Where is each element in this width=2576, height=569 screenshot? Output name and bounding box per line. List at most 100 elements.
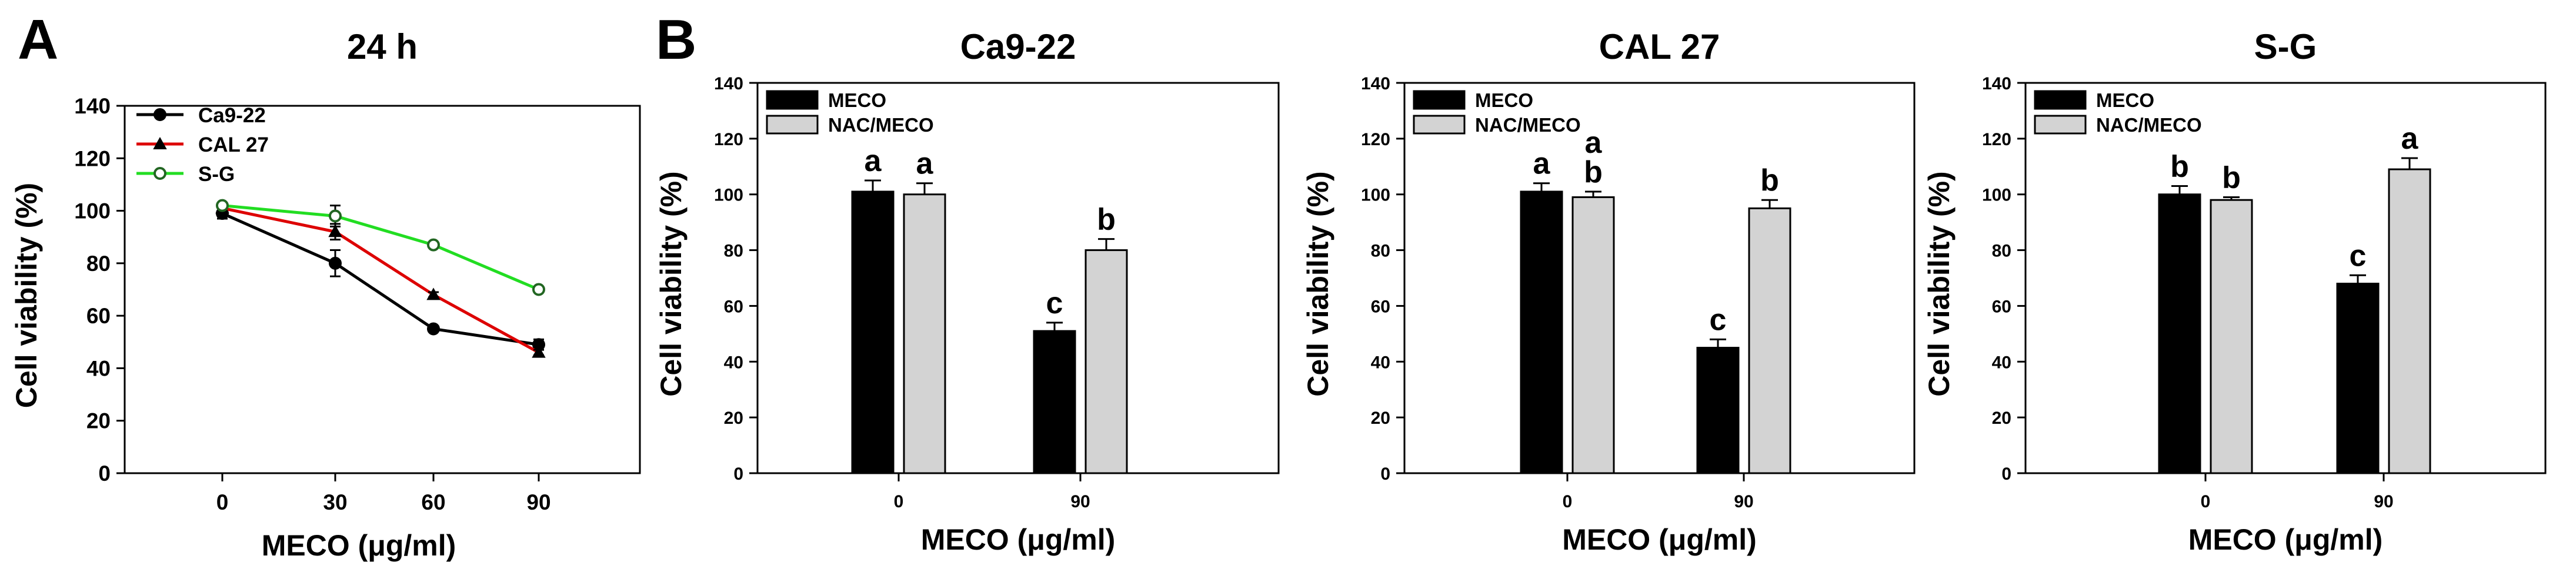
y-tick-label: 20 bbox=[724, 409, 743, 428]
panel-b-chart-3: S-G 0 20 40 60 80 100 120 140 0 90 MECO (μg/ml) Cell… bbox=[1923, 27, 2547, 556]
x-tick-label: 60 bbox=[421, 490, 445, 514]
series-line bbox=[222, 204, 539, 291]
x-tick-label: 0 bbox=[1563, 492, 1573, 511]
y-tick-label: 120 bbox=[714, 130, 743, 149]
bar bbox=[1696, 347, 1740, 474]
bar bbox=[1520, 190, 1563, 474]
chart-title: 24 h bbox=[347, 27, 418, 66]
x-tick-label: 0 bbox=[2201, 492, 2211, 511]
legend-label: MECO bbox=[2096, 89, 2154, 111]
y-tick-label: 140 bbox=[1361, 74, 1390, 93]
y-axis-title: Cell viability (%) bbox=[10, 183, 43, 408]
data-point bbox=[216, 199, 229, 212]
y-tick-label: 80 bbox=[86, 252, 111, 276]
legend-swatch bbox=[1413, 115, 1466, 135]
bar bbox=[1571, 196, 1615, 474]
x-tick-label: 0 bbox=[216, 490, 229, 514]
y-tick-label: 0 bbox=[733, 464, 743, 484]
legend-label: NAC/MECO bbox=[1475, 114, 1581, 136]
y-tick-label: 60 bbox=[86, 304, 111, 328]
significance-letter: b bbox=[1760, 163, 1779, 198]
legend-swatch bbox=[2034, 115, 2087, 135]
y-tick-label: 0 bbox=[2001, 464, 2011, 484]
panel-b-chart-2: CAL 27 0 20 40 60 80 100 120 140 0 90 MECO (μg/ml) C… bbox=[1302, 27, 1916, 556]
significance-letter: a bbox=[1533, 147, 1551, 181]
plot-frame bbox=[2024, 82, 2547, 474]
legend-label: MECO bbox=[828, 89, 886, 111]
legend-label: NAC/MECO bbox=[828, 114, 934, 136]
y-tick-label: 40 bbox=[1371, 353, 1390, 372]
x-axis-title: MECO (μg/ml) bbox=[921, 523, 1116, 556]
legend-label: S-G bbox=[198, 163, 235, 186]
data-point bbox=[427, 238, 440, 252]
y-tick-label: 120 bbox=[74, 146, 111, 170]
bar bbox=[1748, 207, 1791, 474]
significance-letter: c bbox=[1046, 286, 1063, 320]
bar bbox=[2210, 199, 2253, 474]
data-point bbox=[329, 256, 342, 270]
y-tick-label: 0 bbox=[1380, 464, 1390, 484]
y-tick-label: 140 bbox=[1982, 74, 2011, 93]
panel-letter-a: A bbox=[18, 8, 58, 71]
significance-letter: c bbox=[1710, 303, 1727, 337]
y-tick-label: 60 bbox=[1992, 297, 2011, 316]
y-tick-label: 20 bbox=[1371, 409, 1390, 428]
legend-swatch bbox=[766, 115, 819, 135]
x-tick-label: 90 bbox=[1734, 492, 1753, 511]
legend-marker bbox=[154, 167, 166, 180]
legend-swatch bbox=[1413, 90, 1466, 110]
x-axis-title: MECO (μg/ml) bbox=[262, 529, 456, 562]
bar bbox=[2158, 193, 2201, 474]
bar bbox=[1085, 249, 1128, 474]
bar bbox=[1033, 330, 1076, 474]
x-tick-label: 90 bbox=[2374, 492, 2393, 511]
x-tick-label: 0 bbox=[894, 492, 904, 511]
y-tick-label: 40 bbox=[1992, 353, 2011, 372]
y-tick-label: 80 bbox=[724, 242, 743, 261]
panel-a: A 24 h 0 20 40 60 80 100 120 140 0 30 60 90 MECO (μg/m… bbox=[10, 8, 641, 562]
y-tick-label: 80 bbox=[1371, 242, 1390, 261]
y-tick-label: 40 bbox=[724, 353, 743, 372]
x-axis-title: MECO (μg/ml) bbox=[2188, 523, 2383, 556]
significance-letter: a bbox=[1585, 126, 1603, 160]
y-axis-title: Cell viability (%) bbox=[1302, 171, 1334, 396]
legend-label: MECO bbox=[1475, 89, 1533, 111]
chart-title: S-G bbox=[2254, 27, 2317, 66]
y-tick-label: 80 bbox=[1992, 242, 2011, 261]
panel-letter-b: B bbox=[656, 8, 696, 71]
x-tick-label: 90 bbox=[526, 490, 550, 514]
chart-title: CAL 27 bbox=[1599, 27, 1720, 66]
data-point bbox=[427, 322, 440, 336]
y-tick-label: 0 bbox=[98, 461, 111, 486]
significance-letter: a bbox=[2401, 122, 2419, 156]
plot-frame bbox=[1403, 82, 1916, 474]
legend-swatch bbox=[766, 90, 819, 110]
bar bbox=[851, 190, 895, 474]
significance-letter: b bbox=[2222, 160, 2241, 195]
y-tick-label: 140 bbox=[714, 74, 743, 93]
legend-label: Ca9-22 bbox=[198, 104, 266, 127]
significance-letter: b bbox=[1584, 155, 1603, 189]
plot-frame bbox=[124, 105, 641, 474]
y-tick-label: 140 bbox=[74, 94, 111, 118]
bar bbox=[2336, 282, 2380, 474]
plot-frame bbox=[756, 82, 1280, 474]
data-point bbox=[426, 287, 441, 300]
y-tick-label: 40 bbox=[86, 356, 111, 380]
y-tick-label: 120 bbox=[1982, 130, 2011, 149]
data-point bbox=[328, 225, 342, 237]
panel-b-chart-1: B Ca9-22 0 20 40 60 80 100 120 140 0 90 MECO (μg/ml)… bbox=[655, 8, 1280, 556]
y-tick-label: 100 bbox=[714, 186, 743, 205]
legend-marker bbox=[153, 136, 167, 149]
y-tick-label: 100 bbox=[1982, 186, 2011, 205]
legend-label: NAC/MECO bbox=[2096, 114, 2202, 136]
data-point bbox=[329, 209, 342, 223]
significance-letter: b bbox=[1097, 203, 1116, 237]
significance-letter: a bbox=[865, 144, 882, 178]
series-line bbox=[221, 212, 539, 346]
y-tick-label: 60 bbox=[724, 297, 743, 316]
y-axis-title: Cell viability (%) bbox=[1923, 171, 1956, 396]
y-axis-title: Cell viability (%) bbox=[655, 171, 688, 396]
significance-letter: c bbox=[2350, 239, 2367, 273]
